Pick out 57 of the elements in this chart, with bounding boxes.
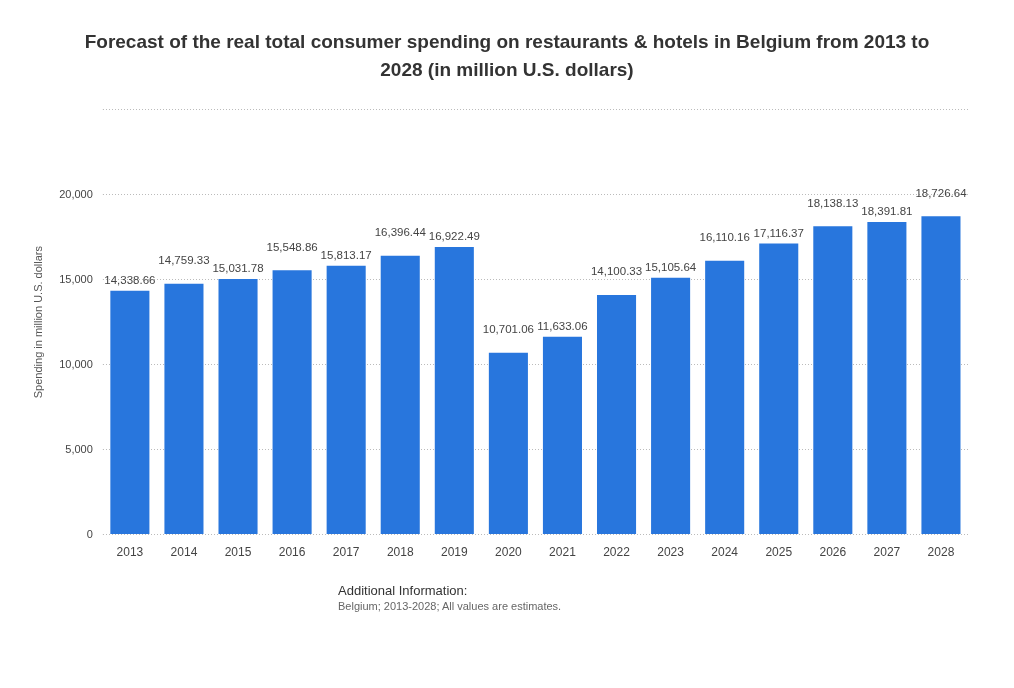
x-tick-label: 2024 <box>711 545 739 560</box>
bar <box>488 352 528 535</box>
x-tick-label: 2026 <box>819 545 847 560</box>
data-label: 15,813.17 <box>320 249 372 262</box>
x-tick-label: 2021 <box>549 545 577 560</box>
data-label: 11,633.06 <box>537 320 588 333</box>
bar <box>759 243 799 535</box>
bar <box>542 336 582 535</box>
y-tick-label: 20,000 <box>59 187 93 200</box>
x-tick-label: 2015 <box>224 545 252 560</box>
x-tick-label: 2014 <box>170 545 198 560</box>
x-tick-label: 2027 <box>873 545 901 560</box>
x-tick-label: 2020 <box>495 545 523 560</box>
bar <box>326 265 366 535</box>
bar <box>380 255 420 535</box>
data-label: 18,391.81 <box>861 205 913 218</box>
data-label: 15,548.86 <box>266 240 318 253</box>
x-tick-label: 2025 <box>765 545 793 560</box>
x-tick-label: 2013 <box>116 545 144 560</box>
data-label: 10,701.06 <box>482 323 534 336</box>
x-tick-label: 2019 <box>440 545 468 560</box>
x-tick-label: 2018 <box>386 545 414 560</box>
data-label: 18,138.13 <box>807 196 859 209</box>
bar <box>597 294 637 535</box>
x-tick-label: 2023 <box>657 545 685 560</box>
data-label: 14,100.33 <box>590 265 643 278</box>
data-label: 16,396.44 <box>374 226 427 239</box>
bar <box>272 270 312 535</box>
data-label: 14,338.66 <box>104 274 156 287</box>
data-label: 17,116.37 <box>753 227 804 240</box>
bar <box>813 226 853 535</box>
text: Belgium; 2013-2028; All values are estimates. <box>338 600 563 613</box>
data-label: 16,110.16 <box>699 231 750 244</box>
y-tick-label: 10,000 <box>59 357 93 370</box>
x-tick-label: 2022 <box>603 545 631 560</box>
bar <box>867 222 907 535</box>
y-tick-label: 5,000 <box>65 442 93 455</box>
data-label: 15,105.64 <box>645 261 697 274</box>
bar <box>651 277 691 535</box>
bar <box>218 279 258 535</box>
y-tick-label: 15,000 <box>59 272 93 285</box>
x-tick-label: 2017 <box>332 545 360 560</box>
x-tick-label: 2016 <box>278 545 306 560</box>
bar <box>164 283 204 535</box>
data-label: 16,922.49 <box>428 230 480 243</box>
data-label: 18,726.64 <box>915 186 968 199</box>
y-axis-title: Spending in million U.S. dollars <box>31 245 44 399</box>
bar <box>921 216 961 535</box>
text: Additional Information: <box>338 583 469 599</box>
bar <box>705 260 745 535</box>
chart-title: Forecast of the real total consumer spending on restaurants & hotels in Belgium from 2013 to 2028 (in million U.S. dollars) <box>83 30 931 82</box>
x-tick-label: 2028 <box>927 545 955 560</box>
data-label: 15,031.78 <box>212 262 264 275</box>
y-tick-label: 0 <box>86 527 93 540</box>
bar <box>110 290 150 535</box>
data-label: 14,759.33 <box>158 254 210 267</box>
bar <box>434 247 474 535</box>
